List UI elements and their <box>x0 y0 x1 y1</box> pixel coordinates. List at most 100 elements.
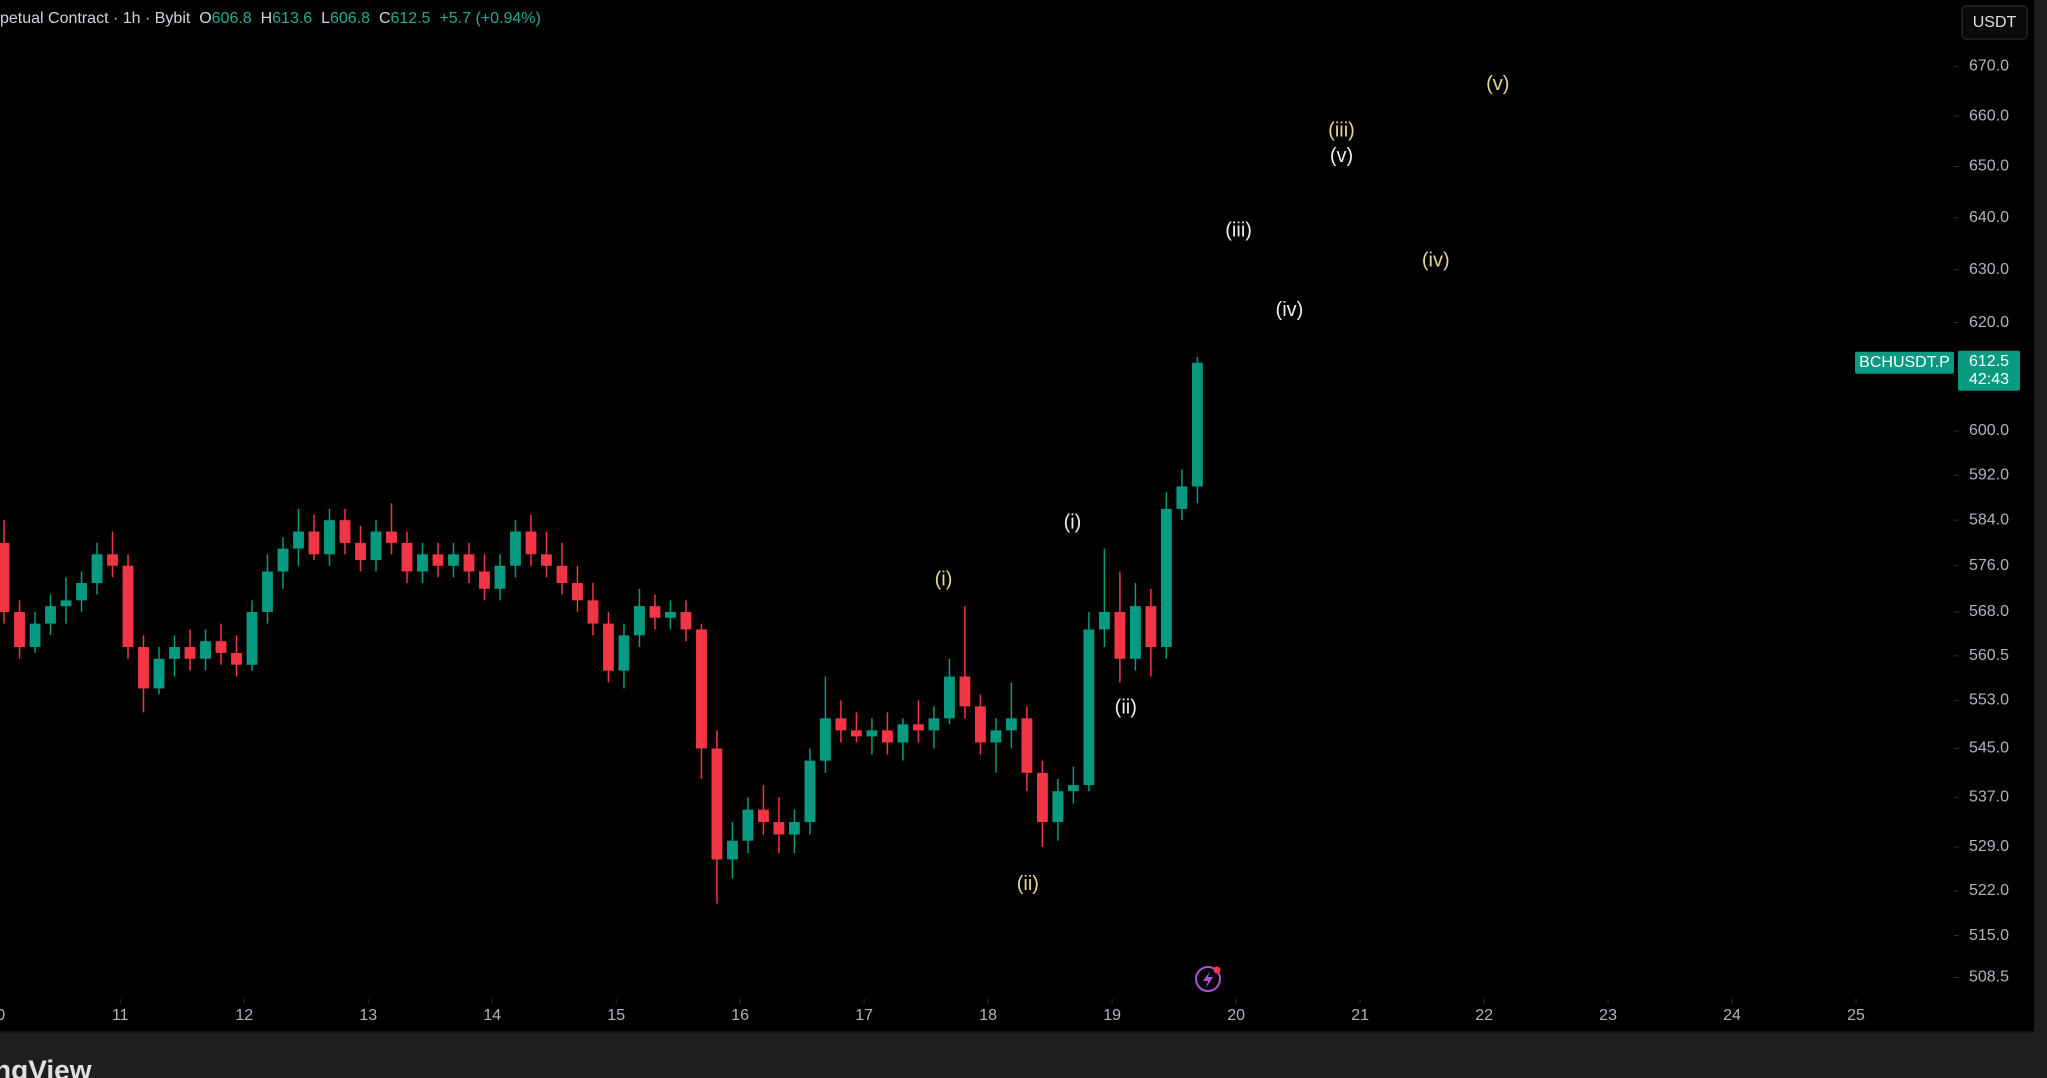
candle-body <box>541 554 552 566</box>
candle <box>727 822 738 879</box>
candle-body <box>1145 606 1157 648</box>
candle <box>479 554 490 601</box>
candle-body <box>696 629 707 749</box>
candle <box>510 520 521 578</box>
wave-label: (v) <box>1330 145 1353 167</box>
candle-body <box>1114 611 1126 659</box>
candle-body <box>386 531 397 543</box>
candle <box>1021 706 1033 792</box>
wave-label: (i) <box>935 568 953 590</box>
candle <box>401 531 413 584</box>
wave-label: (ii) <box>1017 873 1039 895</box>
bottom-bar <box>0 1033 2034 1078</box>
wave-label: (ii) <box>1115 696 1137 718</box>
candle <box>91 542 103 595</box>
candle <box>603 611 614 683</box>
candle <box>618 623 630 689</box>
x-tick-label: 14 <box>483 1007 501 1024</box>
candle <box>45 594 56 636</box>
candle-body <box>1021 718 1033 773</box>
candle-body <box>0 542 10 612</box>
candle-body <box>943 676 955 719</box>
candle-body <box>448 554 459 566</box>
candle <box>959 606 971 719</box>
alert-icon[interactable] <box>1195 966 1221 992</box>
change-label: +5.7 (+0.94%) <box>439 10 541 27</box>
candle <box>634 588 645 648</box>
alert-bolt[interactable] <box>1203 971 1213 988</box>
x-tick-label: 13 <box>359 1007 377 1024</box>
x-tick-label: 24 <box>1723 1007 1741 1024</box>
candle-body <box>711 748 723 860</box>
candle-body <box>1067 785 1079 792</box>
legend-header: petual Contract · 1h · Bybit O606.8 H613… <box>0 10 541 28</box>
candle-body <box>866 730 878 737</box>
alert-dot[interactable] <box>1213 966 1221 974</box>
candle <box>76 571 87 612</box>
candle-body <box>1098 611 1110 630</box>
wave-label: (iii) <box>1225 219 1252 241</box>
candle <box>1114 571 1126 683</box>
candle-body <box>355 542 366 561</box>
candle-body <box>122 565 134 648</box>
candle-body <box>510 531 521 566</box>
candle-body <box>680 611 692 630</box>
candle <box>912 700 924 743</box>
candle-body <box>231 652 242 665</box>
candle <box>463 542 475 584</box>
candle-body <box>246 611 258 665</box>
candle-body <box>928 718 940 731</box>
candle <box>974 694 986 755</box>
candle-body <box>835 718 847 731</box>
candle <box>1067 766 1079 804</box>
ohlc-key: O <box>199 10 212 27</box>
candle-body <box>76 583 87 601</box>
x-tick-label: 17 <box>855 1007 873 1024</box>
y-tick-label: 600.0 <box>1969 422 2009 439</box>
candle <box>696 623 707 779</box>
ohlc-value: 613.6 <box>272 10 313 27</box>
candle <box>897 718 909 761</box>
candle-body <box>169 647 180 659</box>
y-tick-label: 537.0 <box>1969 789 2009 806</box>
candle-body <box>401 542 413 572</box>
candle-body <box>742 809 754 841</box>
candle-body <box>324 520 335 555</box>
ohlc-values: O606.8 H613.6 L606.8 C612.5 <box>199 10 439 27</box>
candle-body <box>1083 629 1095 786</box>
candle-body <box>29 623 41 648</box>
candle <box>14 600 25 659</box>
candle-body <box>634 606 645 636</box>
candle-body <box>974 706 986 743</box>
candle <box>851 712 862 743</box>
x-tick-label: 25 <box>1847 1007 1865 1024</box>
price-tag-countdown: 42:43 <box>1969 371 2009 388</box>
candle-body <box>60 600 72 607</box>
ohlc-value: 606.8 <box>330 10 371 27</box>
candle <box>370 520 382 572</box>
candle <box>928 706 940 749</box>
y-tick-label: 640.0 <box>1969 209 2009 226</box>
currency-label[interactable]: USDT <box>1973 14 2017 31</box>
candle <box>293 508 304 566</box>
x-tick-label: 12 <box>235 1007 253 1024</box>
candle-body <box>727 840 738 860</box>
candle-body <box>1036 772 1048 823</box>
candle <box>835 700 847 743</box>
y-tick-label: 576.0 <box>1969 557 2009 574</box>
candle <box>432 542 444 578</box>
candle <box>386 503 397 555</box>
candle <box>29 611 41 653</box>
currency-button[interactable] <box>1961 5 2028 40</box>
candle-body <box>45 606 56 624</box>
candle <box>943 658 955 725</box>
candle-body <box>990 730 1002 743</box>
wave-label: (i) <box>1064 511 1082 533</box>
wave-label: (iv) <box>1276 299 1304 321</box>
wave-label: (iii) <box>1328 119 1355 141</box>
alert-circle[interactable] <box>1195 966 1221 992</box>
candle <box>262 554 273 624</box>
price-tag-value: 612.5 <box>1969 353 2009 370</box>
x-tick-label: 15 <box>607 1007 625 1024</box>
candle <box>525 514 537 566</box>
